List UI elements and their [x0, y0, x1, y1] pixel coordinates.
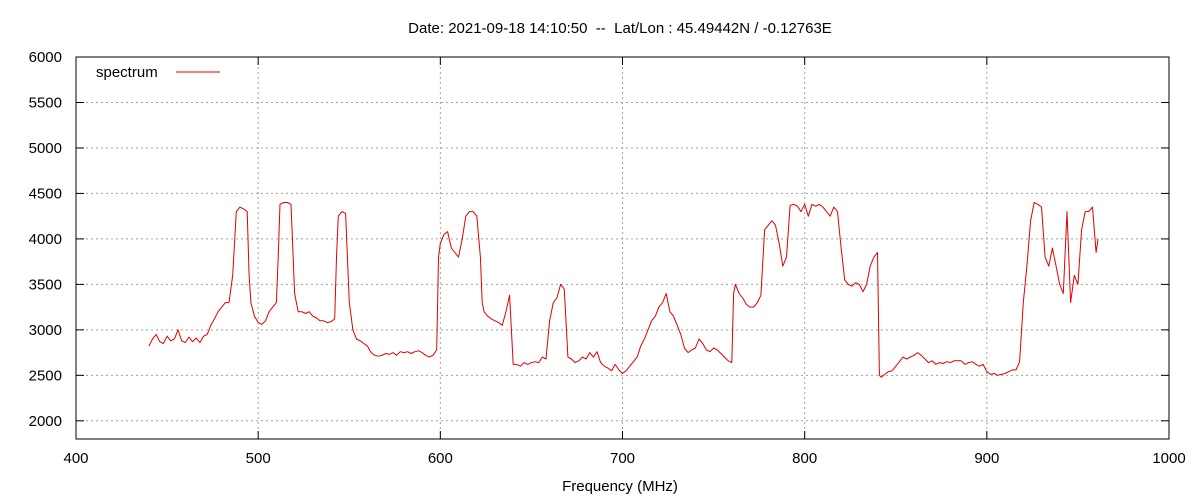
x-tick-label: 400 [63, 450, 88, 467]
x-tick-label: 700 [610, 450, 635, 467]
series-line-spectrum [148, 202, 1099, 378]
x-tick-label: 900 [974, 450, 999, 467]
y-tick-label: 2500 [29, 367, 62, 384]
series-group [148, 202, 1099, 378]
y-axis-tick-labels: 2000 2500 3000 3500 4000 4500 5000 5500 6000 [29, 49, 62, 430]
y-tick-label: 4000 [29, 231, 62, 248]
y-tick-label: 4500 [29, 185, 62, 202]
x-axis-label: Frequency (MHz) [562, 478, 678, 495]
chart-title: Date: 2021-09-18 14:10:50 -- Lat/Lon : 4… [408, 20, 832, 37]
axis-ticks [75, 56, 1170, 439]
legend: spectrum [96, 64, 220, 81]
y-tick-label: 3500 [29, 276, 62, 293]
x-tick-label: 800 [792, 450, 817, 467]
x-tick-label: 1000 [1152, 450, 1185, 467]
x-tick-label: 600 [428, 450, 453, 467]
y-tick-label: 5500 [29, 94, 62, 111]
y-tick-label: 6000 [29, 49, 62, 66]
x-axis-tick-labels: 400 500 600 700 800 900 1000 [63, 450, 1185, 467]
y-tick-label: 2000 [29, 413, 62, 430]
y-tick-label: 3000 [29, 322, 62, 339]
grid-lines [76, 57, 1169, 439]
x-tick-label: 500 [246, 450, 271, 467]
legend-entry-spectrum: spectrum [96, 64, 158, 81]
y-tick-label: 5000 [29, 140, 62, 157]
